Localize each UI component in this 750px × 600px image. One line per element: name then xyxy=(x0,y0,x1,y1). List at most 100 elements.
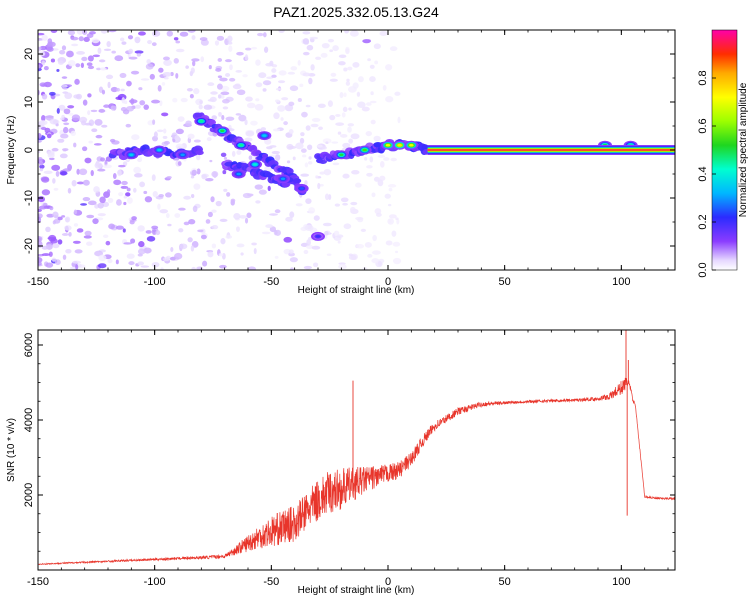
noise-speckle xyxy=(39,82,47,87)
noise-speckle xyxy=(360,228,367,232)
noise-speckle xyxy=(290,66,298,71)
noise-speckle xyxy=(134,36,141,44)
noise-speckle xyxy=(272,128,281,132)
noise-speckle xyxy=(137,248,146,255)
noise-speckle xyxy=(78,36,84,42)
noise-speckle xyxy=(66,50,74,58)
noise-speckle xyxy=(46,46,54,52)
noise-speckle xyxy=(274,209,281,214)
noise-speckle xyxy=(289,257,298,263)
noise-speckle xyxy=(163,77,169,80)
noise-speckle xyxy=(63,126,69,134)
amplitude-blob xyxy=(339,153,344,157)
noise-speckle xyxy=(110,105,117,111)
noise-speckle xyxy=(302,51,310,56)
noise-speckle xyxy=(387,184,397,188)
noise-speckle xyxy=(325,141,329,145)
noise-speckle xyxy=(231,150,236,157)
noise-speckle xyxy=(38,64,41,69)
noise-speckle xyxy=(136,53,141,57)
x-tick-label: 100 xyxy=(612,276,630,288)
noise-speckle xyxy=(76,51,86,55)
noise-speckle xyxy=(121,41,127,45)
noise-speckle xyxy=(45,262,54,268)
noise-speckle xyxy=(195,154,201,161)
noise-speckle xyxy=(324,193,330,201)
noise-speckle xyxy=(373,176,380,182)
noise-speckle xyxy=(39,164,45,169)
colorbar-tick-label: 0.2 xyxy=(697,214,709,229)
noise-speckle xyxy=(333,230,340,236)
noise-speckle xyxy=(274,154,281,161)
noise-speckle xyxy=(191,58,200,62)
noise-speckle xyxy=(311,117,321,122)
noise-speckle xyxy=(236,150,242,155)
noise-speckle xyxy=(369,100,377,104)
noise-speckle xyxy=(115,96,123,100)
noise-speckle xyxy=(72,240,81,244)
noise-speckle xyxy=(166,30,173,37)
noise-speckle xyxy=(255,200,261,204)
noise-speckle xyxy=(80,203,88,206)
noise-speckle xyxy=(303,249,309,255)
noise-speckle xyxy=(208,65,212,70)
noise-speckle xyxy=(283,121,288,126)
noise-speckle xyxy=(75,93,82,100)
noise-speckle xyxy=(322,138,332,144)
noise-speckle xyxy=(245,47,252,51)
noise-speckle xyxy=(274,229,281,236)
noise-speckle xyxy=(310,123,319,128)
noise-speckle xyxy=(392,257,402,265)
noise-speckle xyxy=(313,215,320,221)
noise-speckle xyxy=(197,229,204,233)
noise-speckle xyxy=(374,60,379,65)
noise-speckle xyxy=(211,209,217,213)
noise-speckle xyxy=(67,112,74,116)
noise-speckle xyxy=(343,92,347,98)
noise-speckle xyxy=(371,192,376,198)
noise-speckle xyxy=(61,76,68,79)
noise-speckle xyxy=(62,168,72,172)
noise-speckle xyxy=(233,213,241,220)
noise-speckle xyxy=(355,216,364,221)
noise-speckle xyxy=(271,150,280,155)
noise-speckle xyxy=(216,83,223,90)
noise-speckle xyxy=(120,88,125,92)
noise-speckle xyxy=(205,178,214,182)
noise-speckle xyxy=(53,187,59,191)
noise-speckle xyxy=(192,205,198,213)
noise-speckle xyxy=(73,142,77,148)
noise-speckle xyxy=(278,30,285,33)
noise-speckle xyxy=(349,30,359,37)
noise-speckle xyxy=(81,56,88,62)
noise-speckle xyxy=(102,234,109,239)
noise-speckle xyxy=(369,156,374,163)
noise-speckle xyxy=(100,157,106,162)
noise-speckle xyxy=(155,230,161,236)
noise-speckle xyxy=(56,69,60,72)
noise-speckle xyxy=(308,156,312,160)
noise-speckle xyxy=(149,73,155,80)
noise-speckle xyxy=(179,31,189,37)
noise-speckle xyxy=(84,157,92,164)
noise-speckle xyxy=(295,203,303,207)
noise-speckle xyxy=(162,71,172,77)
noise-speckle xyxy=(157,203,161,210)
noise-speckle xyxy=(387,203,392,207)
noise-speckle xyxy=(38,235,43,243)
noise-speckle xyxy=(397,116,401,124)
noise-speckle xyxy=(269,226,277,233)
noise-speckle xyxy=(392,241,401,247)
noise-speckle xyxy=(52,220,56,225)
noise-speckle xyxy=(59,117,65,120)
noise-speckle xyxy=(292,156,296,161)
noise-speckle xyxy=(370,91,374,96)
noise-speckle xyxy=(278,70,287,76)
noise-speckle xyxy=(289,211,295,218)
noise-speckle xyxy=(284,104,294,112)
noise-speckle xyxy=(152,119,156,125)
noise-speckle xyxy=(244,54,249,61)
noise-speckle xyxy=(334,203,341,207)
noise-speckle xyxy=(114,55,124,62)
noise-speckle xyxy=(369,76,376,83)
